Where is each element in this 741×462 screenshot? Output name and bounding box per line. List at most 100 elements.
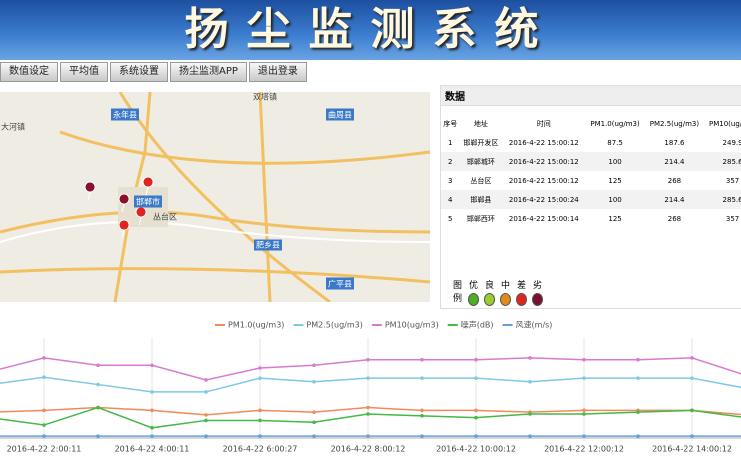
nav-button[interactable]: 平均值 (60, 62, 108, 82)
table-cell: 邯郸城环 (459, 152, 503, 171)
data-point (150, 390, 154, 394)
data-table: 序号 地址 时间 PM1.0(ug/m3) PM2.5(ug/m3) PM10(ug/m3… (441, 114, 741, 228)
data-point (258, 434, 262, 438)
table-cell: 100 (585, 152, 645, 171)
table-cell: 2016-4-22 15:00:12 (508, 176, 579, 185)
data-point (420, 376, 424, 380)
table-cell: 357 (725, 176, 740, 185)
data-point (474, 408, 478, 413)
x-tick-label: 2016-4-22 10:00:12 (436, 445, 516, 454)
map-label: 肥乡县 (256, 241, 280, 250)
data-point (204, 390, 208, 394)
legend-label: 劣 (532, 281, 542, 291)
data-point (204, 434, 208, 438)
data-point (690, 356, 694, 360)
nav-button[interactable]: 退出登录 (248, 62, 307, 82)
legend-color (532, 293, 543, 306)
data-point (690, 434, 694, 438)
data-point (204, 413, 208, 417)
data-point (258, 408, 262, 413)
data-point (366, 405, 370, 410)
table-cell: 2016-4-22 15:00:12 (502, 152, 586, 171)
nav-button[interactable]: 系统设置 (110, 62, 168, 82)
data-point (636, 376, 640, 380)
series-line (0, 376, 741, 393)
data-point (420, 408, 424, 413)
table-cell: 5 (448, 214, 453, 223)
data-point (150, 426, 154, 430)
legend-label[interactable]: PM1.0(ug/m3) (228, 321, 284, 330)
legend-label: 中 (500, 281, 510, 291)
legend-label: 差 (516, 281, 526, 291)
data-point (150, 408, 154, 413)
legend-color (516, 293, 527, 306)
x-tick-label: 2016-4-22 12:00:12 (544, 445, 624, 454)
legend-color (500, 293, 511, 306)
table-cell: 214.4 (644, 152, 705, 171)
table-cell: 丛台区 (470, 176, 492, 185)
data-point (582, 408, 586, 413)
table-cell: 3 (448, 176, 453, 185)
table-cell: 125 (608, 214, 622, 223)
data-point (690, 408, 694, 413)
data-point (96, 382, 100, 387)
data-point (636, 410, 640, 414)
data-point (42, 408, 46, 413)
legend-item: 劣 (532, 278, 543, 306)
nav-bar: 数值设定 平均值 系统设置 扬尘监测APP 退出登录 (0, 62, 307, 82)
table-cell: 285.6 (704, 190, 741, 209)
table-row: 1 邯郸开发区 2016-4-22 15:00:12 87.5 187.6 249.9 (441, 133, 741, 152)
table-cell: 2016-4-22 15:00:14 (508, 214, 579, 223)
table-cell: 268 (667, 176, 682, 185)
data-point (420, 414, 424, 418)
label-bg (111, 108, 139, 121)
nav-button[interactable]: 数值设定 (0, 62, 58, 82)
data-point (366, 376, 370, 380)
data-point (582, 434, 586, 438)
legend-color (484, 293, 495, 306)
data-point (582, 412, 586, 416)
table-cell: 125 (608, 176, 622, 185)
data-point (474, 376, 478, 380)
data-point (366, 357, 370, 362)
table-cell: 4 (441, 190, 460, 209)
data-point (420, 357, 424, 362)
data-point (150, 434, 154, 438)
legend-label[interactable]: PM10(ug/m3) (385, 321, 439, 330)
map-label: 大河镇 (1, 122, 25, 132)
table-cell: 285.6 (704, 152, 741, 171)
data-point (366, 434, 370, 438)
series-line (0, 357, 741, 381)
map-label: 双塔镇 (253, 92, 277, 102)
legend-label[interactable]: PM2.5(ug/m3) (306, 321, 362, 330)
table-cell: 249.9 (722, 138, 741, 147)
legend-item: 良 (484, 278, 495, 306)
legend-title: 图例 (453, 281, 463, 304)
data-point (312, 410, 316, 414)
legend-label[interactable]: 风速(m/s) (516, 321, 553, 330)
table-cell: 邯郸开发区 (463, 138, 499, 147)
table-header: PM2.5(ug/m3) (649, 119, 700, 128)
data-point (258, 366, 262, 370)
map-label: 永年县 (113, 110, 137, 120)
data-point (312, 363, 316, 368)
table-header: 序号 (443, 119, 458, 128)
data-point (690, 376, 694, 380)
table-row: 2 邯郸城环 2016-4-22 15:00:12 100 214.4 285.6 (441, 152, 741, 171)
line-chart: 2016-4-22 2:00:11 2016-4-22 4:00:11 2016-4… (0, 320, 741, 454)
data-point (42, 434, 46, 438)
nav-button[interactable]: 扬尘监测APP (170, 62, 247, 82)
header: 扬尘监测系统 (0, 0, 741, 60)
data-point (366, 412, 370, 416)
table-cell: 87.5 (607, 138, 623, 147)
table-row: 4 邯郸县 2016-4-22 15:00:24 100 214.4 285.6 (441, 190, 741, 209)
table-cell: 2016-4-22 15:00:24 (502, 190, 586, 209)
legend-item: 差 (516, 278, 527, 306)
legend-label[interactable]: 噪声(dB) (461, 320, 494, 330)
data-point (312, 420, 316, 425)
data-point (474, 434, 478, 438)
table-cell: 邯郸县 (459, 190, 503, 209)
legend-item: 中 (500, 278, 511, 306)
label-bg (326, 277, 354, 290)
data-point (582, 357, 586, 362)
